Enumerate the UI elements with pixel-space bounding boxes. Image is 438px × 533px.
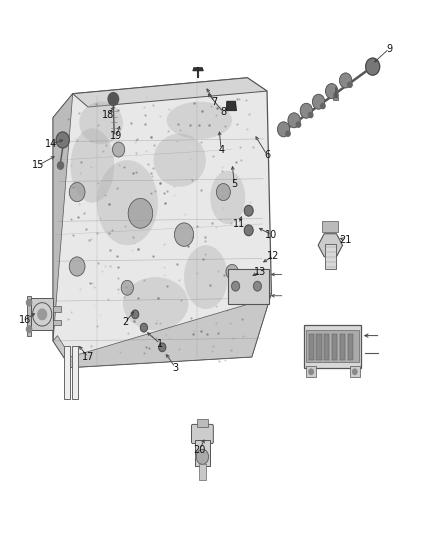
- Text: 13: 13: [254, 267, 267, 277]
- Polygon shape: [226, 101, 237, 111]
- Text: 14: 14: [45, 139, 57, 149]
- Polygon shape: [193, 68, 203, 71]
- Bar: [64, 346, 70, 399]
- Bar: [340, 334, 345, 360]
- Text: 12: 12: [267, 251, 280, 261]
- Ellipse shape: [123, 277, 188, 330]
- Circle shape: [57, 162, 64, 169]
- Text: 3: 3: [172, 362, 178, 373]
- Bar: [31, 298, 53, 330]
- Ellipse shape: [97, 160, 158, 245]
- Circle shape: [309, 369, 313, 374]
- Bar: [53, 320, 61, 325]
- Circle shape: [141, 324, 148, 332]
- Ellipse shape: [79, 102, 123, 144]
- Bar: [199, 464, 206, 480]
- Text: 2: 2: [122, 317, 128, 327]
- Circle shape: [254, 281, 261, 291]
- Circle shape: [353, 369, 357, 374]
- Circle shape: [286, 131, 290, 136]
- Bar: [72, 346, 78, 399]
- Ellipse shape: [153, 134, 206, 187]
- Text: 17: 17: [82, 352, 94, 362]
- Circle shape: [300, 103, 312, 118]
- Circle shape: [321, 103, 325, 109]
- Bar: [27, 296, 31, 336]
- Circle shape: [113, 142, 125, 157]
- Bar: [350, 367, 360, 377]
- FancyBboxPatch shape: [228, 269, 269, 304]
- Text: 8: 8: [220, 107, 226, 117]
- Circle shape: [216, 183, 230, 200]
- Circle shape: [339, 73, 352, 88]
- Ellipse shape: [210, 171, 245, 224]
- Text: 19: 19: [110, 131, 123, 141]
- Polygon shape: [53, 94, 73, 341]
- Ellipse shape: [184, 245, 228, 309]
- Text: 20: 20: [193, 445, 205, 455]
- Circle shape: [159, 343, 166, 352]
- Circle shape: [108, 93, 119, 106]
- Circle shape: [288, 113, 300, 128]
- Polygon shape: [318, 234, 343, 257]
- Circle shape: [334, 93, 338, 98]
- Circle shape: [56, 132, 69, 148]
- Text: 15: 15: [32, 160, 44, 171]
- Circle shape: [244, 205, 253, 216]
- Circle shape: [132, 310, 139, 319]
- Circle shape: [69, 182, 85, 201]
- Text: 5: 5: [231, 179, 237, 189]
- Circle shape: [174, 223, 194, 246]
- Bar: [325, 244, 336, 269]
- Bar: [324, 334, 329, 360]
- Bar: [197, 419, 208, 427]
- Bar: [348, 334, 353, 360]
- Bar: [333, 97, 338, 100]
- Bar: [306, 367, 316, 377]
- Bar: [306, 330, 359, 362]
- Circle shape: [38, 309, 46, 320]
- Circle shape: [366, 58, 380, 75]
- Text: 6: 6: [264, 150, 270, 160]
- Text: 16: 16: [18, 314, 31, 325]
- Circle shape: [226, 264, 238, 279]
- Ellipse shape: [166, 102, 232, 139]
- Circle shape: [32, 303, 52, 326]
- Bar: [304, 325, 361, 368]
- Text: 11: 11: [233, 219, 245, 229]
- Circle shape: [69, 257, 85, 276]
- Text: 1: 1: [157, 338, 163, 349]
- Ellipse shape: [71, 128, 114, 203]
- Circle shape: [26, 326, 32, 333]
- Text: 18: 18: [102, 110, 114, 120]
- Circle shape: [312, 94, 325, 109]
- Text: 21: 21: [339, 235, 352, 245]
- Bar: [194, 440, 210, 466]
- Text: 7: 7: [212, 96, 218, 107]
- Bar: [332, 334, 337, 360]
- Circle shape: [325, 84, 338, 99]
- Circle shape: [296, 122, 300, 127]
- Circle shape: [26, 300, 32, 306]
- Bar: [308, 334, 314, 360]
- Bar: [316, 334, 321, 360]
- FancyBboxPatch shape: [191, 424, 213, 443]
- Circle shape: [121, 280, 134, 295]
- Polygon shape: [53, 78, 272, 368]
- Bar: [53, 306, 61, 312]
- Circle shape: [348, 82, 352, 87]
- Circle shape: [196, 449, 208, 464]
- Bar: [322, 221, 338, 232]
- Text: 4: 4: [218, 144, 224, 155]
- Circle shape: [244, 225, 253, 236]
- Circle shape: [308, 112, 313, 118]
- Text: 9: 9: [386, 44, 392, 53]
- Polygon shape: [53, 293, 272, 368]
- Circle shape: [128, 198, 152, 228]
- Circle shape: [232, 281, 240, 291]
- Polygon shape: [73, 78, 267, 107]
- Text: 10: 10: [265, 230, 278, 240]
- Circle shape: [278, 122, 290, 137]
